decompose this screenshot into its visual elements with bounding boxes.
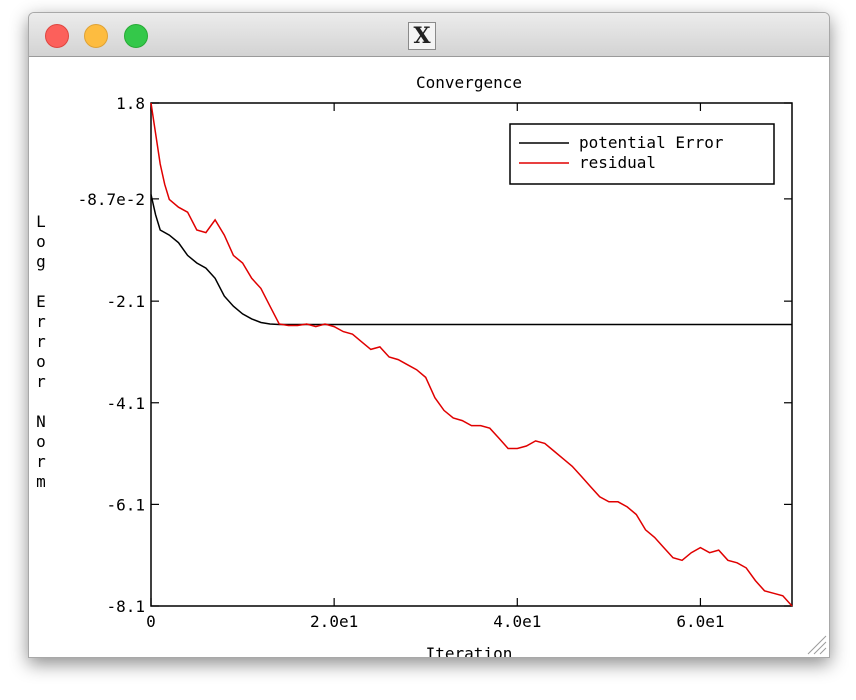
y-tick-label: -8.7e-2: [78, 190, 145, 209]
legend-box: [509, 123, 775, 185]
close-button[interactable]: [45, 24, 69, 48]
series-group: [150, 102, 793, 607]
x-tick-label: 4.0e1: [493, 612, 541, 631]
y-tick-label: -2.1: [106, 292, 145, 311]
y-tick-label: -8.1: [106, 597, 145, 616]
x-axis: 0 2.0e1 4.0e1 6.0e1: [146, 103, 725, 631]
x-tick-label: 6.0e1: [676, 612, 724, 631]
x-axis-label: Iteration: [426, 644, 513, 657]
title-bar[interactable]: X: [29, 13, 829, 57]
series-line-potential-error: [150, 194, 792, 326]
y-axis: 1.8 -8.7e-2 -2.1 -4.1 -6.1 -8.1: [78, 94, 792, 616]
x11-icon: X: [408, 22, 436, 50]
y-tick-label: 1.8: [116, 94, 145, 113]
plot-frame: [150, 102, 793, 607]
convergence-chart: Convergence 1.8 -8.7e-2 -2.1 -4.1 -6.1 -8.1 0…: [36, 73, 793, 657]
x-tick-label: 0: [146, 612, 156, 631]
chart-title: Convergence: [416, 73, 522, 92]
series-line-residual: [150, 102, 793, 607]
app-window: X Convergence 1.8 -8.7e-2 -2.1 -4.1 -6.1 -8.1…: [28, 12, 830, 658]
minimize-button[interactable]: [84, 24, 108, 48]
y-tick-label: -4.1: [106, 394, 145, 413]
plot-canvas: Convergence 1.8 -8.7e-2 -2.1 -4.1 -6.1 -8.1 0…: [29, 57, 829, 657]
zoom-button[interactable]: [124, 24, 148, 48]
legend-label: residual: [579, 153, 656, 172]
resize-grip-icon[interactable]: [805, 633, 827, 655]
y-tick-label: -6.1: [106, 495, 145, 514]
legend-label: potential Error: [579, 133, 724, 152]
x-tick-label: 2.0e1: [310, 612, 358, 631]
